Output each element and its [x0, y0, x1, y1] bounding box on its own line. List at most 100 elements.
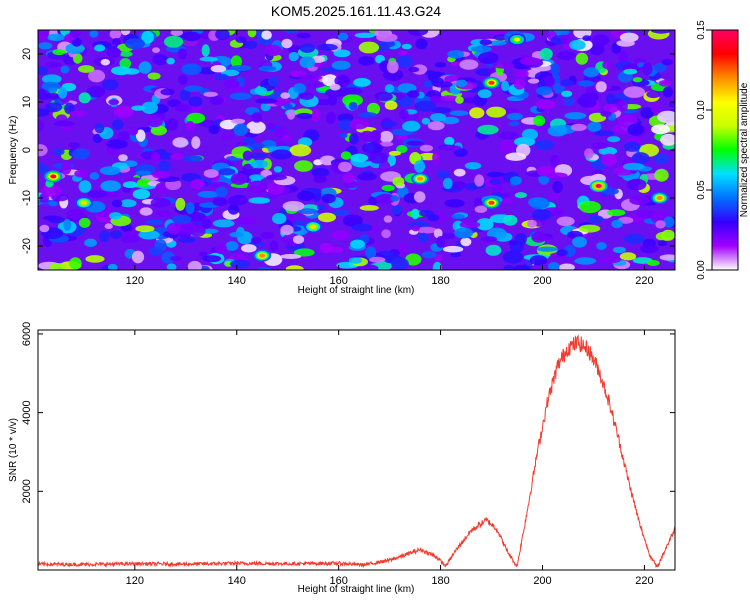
- spectrogram-cell: [118, 154, 128, 162]
- spectrogram-cell: [469, 107, 485, 119]
- spectrogram-cell: [460, 237, 472, 247]
- spectrogram-cell: [367, 102, 380, 116]
- spectrogram-cell: [348, 257, 362, 264]
- spectrogram-cell: [658, 80, 672, 87]
- spectrogram-cell: [49, 263, 66, 270]
- spectrogram-cell: [78, 92, 91, 104]
- spectrogram-peak: [253, 249, 272, 262]
- spectrogram-cell: [611, 219, 623, 229]
- spectrogram-cell: [340, 151, 352, 160]
- spectrogram-cell: [48, 88, 58, 94]
- spectrogram-cell: [78, 65, 95, 73]
- spectrogram-cell: [109, 230, 123, 239]
- spectrogram-cell: [199, 56, 218, 62]
- spectrogram-cell: [486, 106, 507, 118]
- snr-background: [38, 330, 675, 570]
- spectrogram-cell: [182, 155, 203, 163]
- spectrogram-cell: [155, 210, 172, 217]
- spectrogram-cell: [376, 33, 398, 42]
- spectrogram-cell: [365, 246, 377, 260]
- spectrogram-panel: 120 140 160 180 200 220 -20 -10 0 10 20 Height of…: [8, 29, 676, 296]
- spectrogram-cell: [85, 255, 105, 263]
- spectrogram-cell: [331, 60, 351, 70]
- spectrogram-cell: [564, 112, 587, 120]
- spectrogram-peak-ring: [513, 37, 521, 42]
- snr-panel: 120 140 160 180 200 220 2000 4000 6000 Height o…: [8, 322, 676, 595]
- spectrogram-cell: [199, 265, 210, 270]
- spectrogram-cell: [337, 32, 349, 41]
- x-tick-label: 120: [126, 275, 144, 287]
- spectrogram-cell: [646, 90, 661, 99]
- spectrogram-cell: [94, 122, 105, 134]
- spectrogram-cell: [612, 246, 626, 254]
- spectrogram-cell: [293, 83, 307, 94]
- spectrogram-cell: [348, 102, 358, 110]
- spectrogram-cell: [350, 153, 369, 163]
- spectrogram-cell: [119, 199, 137, 208]
- spectrogram-cell: [612, 123, 631, 135]
- spectrogram-cell: [100, 180, 121, 192]
- spectrogram-cell: [503, 264, 515, 270]
- spectrogram-cell: [137, 178, 152, 188]
- spectrogram-cell: [113, 105, 134, 118]
- spectrogram-cell: [119, 51, 133, 57]
- spectrogram-cell: [255, 98, 278, 104]
- spectrogram-cell: [182, 31, 201, 42]
- spectrogram-cell: [579, 200, 601, 214]
- spectrogram-cell: [338, 161, 352, 172]
- spectrogram-cell: [236, 216, 258, 225]
- spectrogram-cell: [414, 100, 437, 112]
- spectrogram-cell: [384, 84, 395, 93]
- spectrogram-peak: [482, 76, 501, 89]
- spectrogram-cell: [354, 32, 376, 38]
- spectrogram-cell: [555, 30, 570, 36]
- spectrogram-cell: [249, 174, 265, 181]
- spectrogram-cell: [657, 110, 675, 124]
- spectrogram-cell: [353, 77, 371, 87]
- spectrogram-cell: [432, 261, 442, 270]
- spectrogram-cell: [161, 251, 175, 264]
- spectrogram-cell: [212, 197, 228, 207]
- spectrogram-cell: [436, 236, 446, 248]
- spectrogram-cell: [292, 235, 305, 244]
- spectrogram-cell: [221, 134, 234, 140]
- spectrogram-cell: [454, 227, 474, 239]
- spectrogram-cell: [582, 35, 592, 42]
- spectrogram-cell: [342, 214, 363, 227]
- snr-frame: [37, 329, 676, 571]
- spectrogram-cell: [256, 266, 272, 270]
- spectrogram-cell: [99, 230, 110, 243]
- spectrogram-cell: [109, 30, 122, 40]
- spectrogram-cell: [74, 169, 89, 178]
- spectrogram-cell: [69, 110, 87, 117]
- spectrogram-cell: [464, 162, 482, 170]
- spectrogram-cell: [191, 136, 201, 149]
- spectrogram-cell: [602, 61, 612, 69]
- spectrogram-cell: [529, 255, 548, 266]
- spectrogram-cell: [172, 137, 189, 148]
- x-tick-label: 120: [126, 575, 144, 587]
- spectrogram-cell: [451, 181, 467, 190]
- spectrogram-cell: [245, 40, 258, 50]
- spectrogram-cell: [41, 74, 62, 84]
- spectrogram-cell: [598, 146, 618, 156]
- spectrogram-cell: [653, 62, 667, 73]
- spectrogram-cell: [548, 192, 560, 200]
- spectrogram-cell: [392, 176, 405, 187]
- spectrogram-cell: [451, 213, 466, 220]
- x-tick-label: 220: [635, 275, 653, 287]
- spectrogram-peak-ring: [656, 196, 663, 200]
- spectrogram-cell: [477, 89, 492, 99]
- spectrogram-cell: [283, 30, 300, 34]
- spectrogram-cell: [131, 105, 145, 111]
- spectrogram-cell: [650, 30, 672, 34]
- spectrogram-cell: [106, 47, 121, 58]
- spectrogram-cell: [558, 263, 575, 270]
- spectrogram-cell: [120, 30, 131, 36]
- spectrogram-cell: [89, 172, 100, 180]
- spectrogram-cell: [111, 199, 123, 208]
- spectrogram-cell: [325, 88, 346, 98]
- spectrogram-cell: [533, 115, 546, 127]
- spectrogram-cell: [384, 100, 398, 111]
- spectrogram-cell: [87, 190, 108, 199]
